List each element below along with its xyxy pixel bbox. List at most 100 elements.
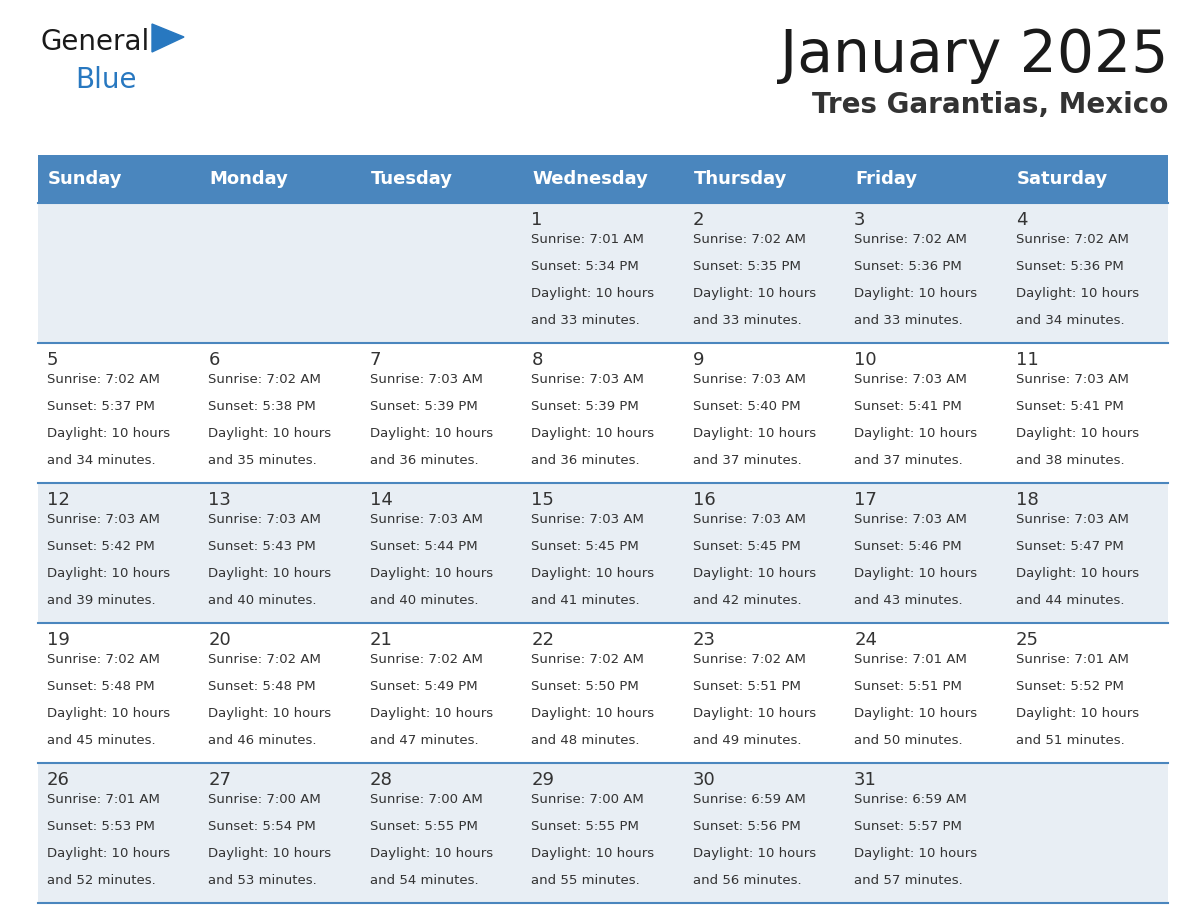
Text: 28: 28 <box>369 771 393 789</box>
Text: Daylight: 10 hours: Daylight: 10 hours <box>693 567 816 580</box>
Text: 1: 1 <box>531 211 543 229</box>
Text: and 57 minutes.: and 57 minutes. <box>854 875 963 888</box>
Text: Sunrise: 7:03 AM: Sunrise: 7:03 AM <box>1016 513 1129 526</box>
Text: Tuesday: Tuesday <box>371 170 453 188</box>
Text: 4: 4 <box>1016 211 1028 229</box>
Text: and 33 minutes.: and 33 minutes. <box>854 315 963 328</box>
Text: and 54 minutes.: and 54 minutes. <box>369 875 479 888</box>
Text: Sunset: 5:49 PM: Sunset: 5:49 PM <box>369 680 478 693</box>
Text: Sunrise: 7:02 AM: Sunrise: 7:02 AM <box>693 653 805 666</box>
Text: 2: 2 <box>693 211 704 229</box>
Text: 29: 29 <box>531 771 555 789</box>
Text: 9: 9 <box>693 351 704 369</box>
Text: Daylight: 10 hours: Daylight: 10 hours <box>48 707 170 721</box>
Text: and 39 minutes.: and 39 minutes. <box>48 595 156 608</box>
Text: Sunset: 5:54 PM: Sunset: 5:54 PM <box>208 820 316 834</box>
Text: Daylight: 10 hours: Daylight: 10 hours <box>369 427 493 441</box>
Text: Sunset: 5:35 PM: Sunset: 5:35 PM <box>693 260 801 274</box>
Text: 12: 12 <box>48 491 70 509</box>
Text: 17: 17 <box>854 491 877 509</box>
Text: 8: 8 <box>531 351 543 369</box>
Text: Sunset: 5:36 PM: Sunset: 5:36 PM <box>854 260 962 274</box>
Text: 31: 31 <box>854 771 877 789</box>
Text: 20: 20 <box>208 631 232 649</box>
Bar <box>38 483 1168 623</box>
Text: 3: 3 <box>854 211 866 229</box>
Text: Daylight: 10 hours: Daylight: 10 hours <box>531 707 655 721</box>
Text: Sunrise: 7:03 AM: Sunrise: 7:03 AM <box>369 373 482 386</box>
Text: Thursday: Thursday <box>694 170 788 188</box>
Text: January 2025: January 2025 <box>779 27 1168 84</box>
Text: and 34 minutes.: and 34 minutes. <box>1016 315 1124 328</box>
Text: Sunrise: 7:02 AM: Sunrise: 7:02 AM <box>208 373 321 386</box>
Text: Sunrise: 7:02 AM: Sunrise: 7:02 AM <box>531 653 644 666</box>
Text: Sunrise: 7:00 AM: Sunrise: 7:00 AM <box>208 793 321 806</box>
Text: Daylight: 10 hours: Daylight: 10 hours <box>531 287 655 300</box>
Text: Sunset: 5:51 PM: Sunset: 5:51 PM <box>693 680 801 693</box>
Text: Daylight: 10 hours: Daylight: 10 hours <box>1016 567 1138 580</box>
Text: Sunset: 5:45 PM: Sunset: 5:45 PM <box>693 540 801 554</box>
Text: Daylight: 10 hours: Daylight: 10 hours <box>854 287 978 300</box>
Text: Daylight: 10 hours: Daylight: 10 hours <box>369 567 493 580</box>
Text: Sunset: 5:42 PM: Sunset: 5:42 PM <box>48 540 154 554</box>
Text: Sunrise: 7:03 AM: Sunrise: 7:03 AM <box>531 373 644 386</box>
Text: 10: 10 <box>854 351 877 369</box>
Text: Sunset: 5:48 PM: Sunset: 5:48 PM <box>208 680 316 693</box>
Text: Sunrise: 7:02 AM: Sunrise: 7:02 AM <box>1016 233 1129 246</box>
Text: Daylight: 10 hours: Daylight: 10 hours <box>48 427 170 441</box>
Bar <box>38 623 1168 763</box>
Text: Sunset: 5:37 PM: Sunset: 5:37 PM <box>48 400 154 413</box>
Text: Sunrise: 7:02 AM: Sunrise: 7:02 AM <box>854 233 967 246</box>
Text: and 38 minutes.: and 38 minutes. <box>1016 454 1124 467</box>
Text: Daylight: 10 hours: Daylight: 10 hours <box>1016 427 1138 441</box>
Text: and 49 minutes.: and 49 minutes. <box>693 734 801 747</box>
Text: 24: 24 <box>854 631 877 649</box>
Text: Daylight: 10 hours: Daylight: 10 hours <box>693 287 816 300</box>
Text: and 42 minutes.: and 42 minutes. <box>693 595 802 608</box>
Text: Daylight: 10 hours: Daylight: 10 hours <box>531 567 655 580</box>
Text: Sunset: 5:44 PM: Sunset: 5:44 PM <box>369 540 478 554</box>
Text: 7: 7 <box>369 351 381 369</box>
Text: and 44 minutes.: and 44 minutes. <box>1016 595 1124 608</box>
Text: Sunset: 5:52 PM: Sunset: 5:52 PM <box>1016 680 1124 693</box>
Text: Sunset: 5:43 PM: Sunset: 5:43 PM <box>208 540 316 554</box>
Text: General: General <box>40 28 150 56</box>
Text: Sunset: 5:41 PM: Sunset: 5:41 PM <box>1016 400 1124 413</box>
Text: Daylight: 10 hours: Daylight: 10 hours <box>369 847 493 860</box>
Text: Sunset: 5:39 PM: Sunset: 5:39 PM <box>369 400 478 413</box>
Text: 19: 19 <box>48 631 70 649</box>
Text: 27: 27 <box>208 771 232 789</box>
Text: and 53 minutes.: and 53 minutes. <box>208 875 317 888</box>
Text: and 52 minutes.: and 52 minutes. <box>48 875 156 888</box>
Text: Sunrise: 7:00 AM: Sunrise: 7:00 AM <box>531 793 644 806</box>
Text: 11: 11 <box>1016 351 1038 369</box>
Text: and 40 minutes.: and 40 minutes. <box>208 595 317 608</box>
Text: Sunset: 5:55 PM: Sunset: 5:55 PM <box>369 820 478 834</box>
Text: Sunset: 5:48 PM: Sunset: 5:48 PM <box>48 680 154 693</box>
Text: 6: 6 <box>208 351 220 369</box>
Text: Sunset: 5:50 PM: Sunset: 5:50 PM <box>531 680 639 693</box>
Text: Daylight: 10 hours: Daylight: 10 hours <box>693 847 816 860</box>
Text: 14: 14 <box>369 491 393 509</box>
Text: Sunrise: 7:03 AM: Sunrise: 7:03 AM <box>693 373 805 386</box>
Text: and 46 minutes.: and 46 minutes. <box>208 734 317 747</box>
Text: and 47 minutes.: and 47 minutes. <box>369 734 479 747</box>
Text: Sunrise: 7:03 AM: Sunrise: 7:03 AM <box>1016 373 1129 386</box>
Text: Sunrise: 7:03 AM: Sunrise: 7:03 AM <box>369 513 482 526</box>
Bar <box>38 203 1168 343</box>
Text: Sunrise: 7:03 AM: Sunrise: 7:03 AM <box>48 513 160 526</box>
Text: Daylight: 10 hours: Daylight: 10 hours <box>854 847 978 860</box>
Text: Wednesday: Wednesday <box>532 170 649 188</box>
Text: Daylight: 10 hours: Daylight: 10 hours <box>854 427 978 441</box>
Text: 25: 25 <box>1016 631 1038 649</box>
Text: Daylight: 10 hours: Daylight: 10 hours <box>48 567 170 580</box>
Text: Daylight: 10 hours: Daylight: 10 hours <box>208 847 331 860</box>
Text: Sunrise: 7:03 AM: Sunrise: 7:03 AM <box>693 513 805 526</box>
Text: Daylight: 10 hours: Daylight: 10 hours <box>208 567 331 580</box>
Text: Sunset: 5:38 PM: Sunset: 5:38 PM <box>208 400 316 413</box>
Text: 30: 30 <box>693 771 715 789</box>
Text: Sunset: 5:34 PM: Sunset: 5:34 PM <box>531 260 639 274</box>
Polygon shape <box>152 24 184 52</box>
Text: and 56 minutes.: and 56 minutes. <box>693 875 802 888</box>
Text: 15: 15 <box>531 491 554 509</box>
